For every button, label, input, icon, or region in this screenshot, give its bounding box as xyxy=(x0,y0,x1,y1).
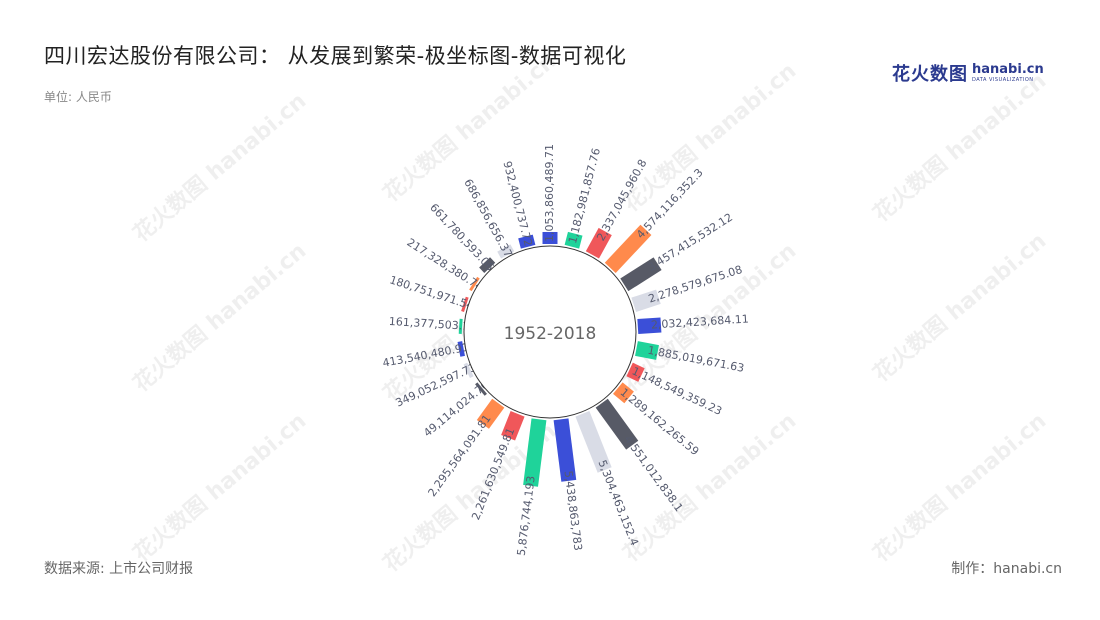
bar-value-label: 5,876,744,193 xyxy=(515,475,538,556)
brand-logo[interactable]: 花火数图 hanabi.cn DATA VISUALIZATION xyxy=(892,60,1044,86)
chart-bar xyxy=(542,231,558,244)
chart-bar xyxy=(479,257,496,273)
bar-value-label: 4,551,012,838.1 xyxy=(621,433,685,514)
bar-value-label: 413,540,480.91 xyxy=(382,341,470,370)
chart-bar xyxy=(595,398,639,450)
bar-value-label: 2,032,423,684.11 xyxy=(651,312,750,331)
center-label: 1952-2018 xyxy=(504,324,597,344)
logo-text-en: hanabi.cn xyxy=(972,62,1044,77)
bar-value-label: 5,438,863,783 xyxy=(562,470,585,551)
chart-bar xyxy=(564,231,583,249)
bar-value-label: 1,053,860,489.71 xyxy=(543,144,556,242)
bar-value-label: 932,400,737.72 xyxy=(500,160,534,248)
chart-bar xyxy=(476,398,505,429)
center-circle xyxy=(463,245,637,419)
logo-text-cn: 花火数图 xyxy=(892,64,968,85)
credit-text: 制作：hanabi.cn xyxy=(951,561,1062,577)
chart-bar xyxy=(604,224,652,273)
chart-bar xyxy=(613,382,634,404)
bar-value-label: 4,574,116,352.3 xyxy=(634,166,706,241)
chart-bar xyxy=(523,418,547,487)
chart-bar xyxy=(497,244,515,259)
bar-value-label: 1,885,019,671.63 xyxy=(647,344,746,375)
chart-bar xyxy=(635,341,659,360)
page-title: 四川宏达股份有限公司： 从发展到繁荣-极坐标图-数据可视化 xyxy=(44,44,627,68)
bars-group xyxy=(457,224,662,487)
chart-bar xyxy=(518,234,536,249)
chart-bar xyxy=(631,289,661,312)
bar-value-label: 2,278,579,675.08 xyxy=(647,263,744,306)
chart-bar xyxy=(637,317,662,334)
chart-bar xyxy=(626,362,645,382)
bar-value-label: 5,304,463,152.4 xyxy=(595,458,641,547)
chart-bar xyxy=(620,257,662,292)
chart-bar xyxy=(501,411,525,441)
logo-subtext: DATA VISUALIZATION xyxy=(972,77,1034,83)
chart-bar xyxy=(458,318,463,334)
chart-bar xyxy=(457,341,465,357)
chart-bar xyxy=(553,418,577,482)
chart-bar xyxy=(475,382,487,396)
chart-bar xyxy=(469,276,480,292)
bar-value-label: 161,377,503.1 xyxy=(388,315,469,333)
unit-label: 单位: 人民币 xyxy=(44,90,112,104)
chart-bar xyxy=(461,296,469,312)
data-source: 数据来源: 上市公司财报 xyxy=(44,561,194,577)
chart-bar xyxy=(585,227,612,259)
chart-bar xyxy=(463,362,474,378)
chart-bar xyxy=(575,411,612,473)
